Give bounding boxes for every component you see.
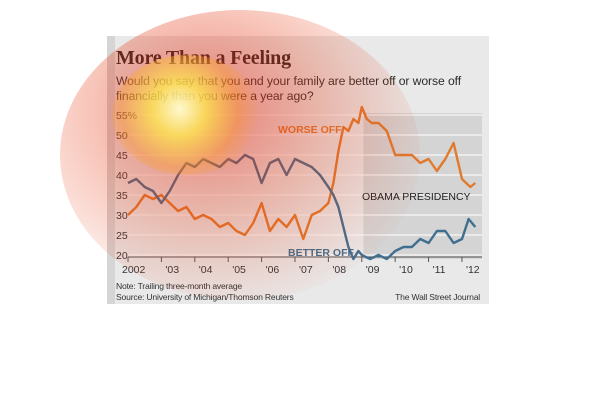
chart-credit: The Wall Street Journal — [395, 292, 480, 302]
x-tick-label: '11 — [433, 264, 446, 276]
y-tick-label: 30 — [116, 210, 128, 222]
x-tick-label: '04 — [199, 264, 213, 276]
x-tick-label: '07 — [299, 264, 313, 276]
y-tick-label: 55% — [116, 110, 137, 122]
y-tick-label: 45 — [116, 150, 128, 162]
y-tick-label: 40 — [116, 170, 128, 182]
series-annotation: WORSE OFF — [278, 124, 342, 136]
x-tick-label: '06 — [266, 264, 280, 276]
chart-source: Source: University of Michigan/Thomson R… — [116, 292, 294, 302]
x-tick-label: '03 — [165, 264, 179, 276]
series-annotation: BETTER OFF — [288, 247, 354, 259]
x-tick-label: '09 — [366, 264, 380, 276]
x-tick-label: '08 — [332, 264, 346, 276]
x-tick-label: '05 — [232, 264, 246, 276]
y-tick-label: 50 — [116, 130, 128, 142]
y-tick-label: 25 — [116, 230, 128, 242]
y-tick-label: 20 — [116, 250, 128, 262]
x-tick-label: '12 — [466, 264, 480, 276]
presidency-band-label: OBAMA PRESIDENCY — [362, 191, 471, 203]
x-tick-label: '10 — [399, 264, 413, 276]
x-tick-label: 2002 — [122, 264, 146, 276]
chart-note: Note: Trailing three-month average — [116, 281, 242, 291]
y-tick-label: 35 — [116, 190, 128, 202]
